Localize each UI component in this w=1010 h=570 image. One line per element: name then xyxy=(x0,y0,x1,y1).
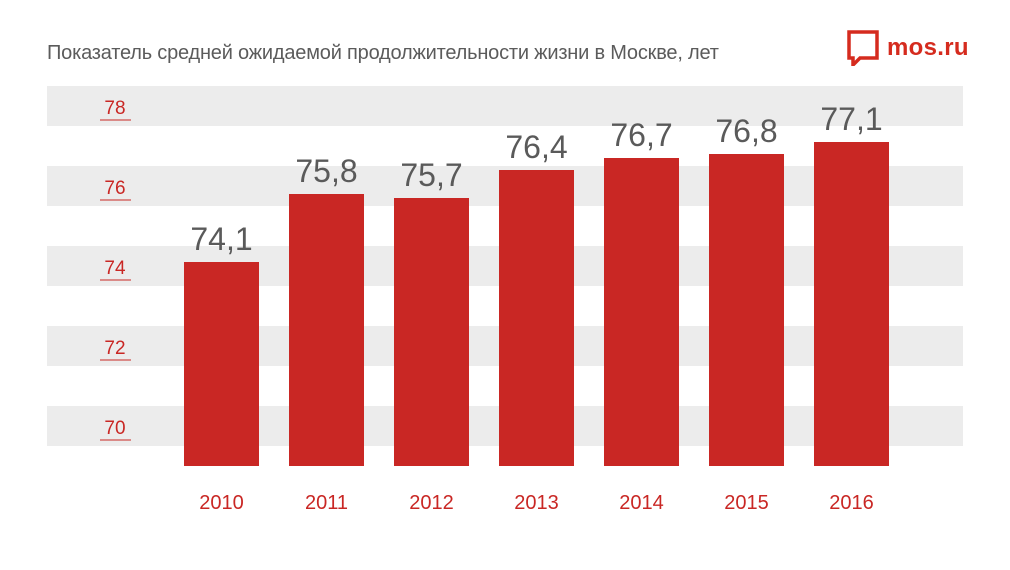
bar xyxy=(709,154,784,466)
y-tick-label: 72 xyxy=(104,338,125,359)
logo-text: mos.ru xyxy=(887,34,969,61)
mos-ru-logo[interactable]: mos.ru xyxy=(847,30,969,66)
grid-band xyxy=(47,86,963,126)
bar-value-label: 75,8 xyxy=(295,153,357,189)
y-axis: 70 72 74 76 78 xyxy=(100,98,131,441)
x-tick-label: 2014 xyxy=(619,492,664,514)
bar xyxy=(289,194,364,466)
chart-title: Показатель средней ожидаемой продолжител… xyxy=(47,42,719,64)
bar-value-label: 76,7 xyxy=(610,117,672,153)
bar xyxy=(184,262,259,466)
bar-value-label: 75,7 xyxy=(400,157,462,193)
y-tick-label: 78 xyxy=(104,98,125,119)
x-tick-label: 2016 xyxy=(829,492,874,514)
bars xyxy=(184,142,889,466)
bar xyxy=(604,158,679,466)
bar-value-label: 77,1 xyxy=(820,101,882,137)
x-tick-label: 2013 xyxy=(514,492,559,514)
bar-value-label: 76,4 xyxy=(505,129,567,165)
x-axis: 2010 2011 2012 2013 2014 2015 2016 xyxy=(199,492,874,514)
bar xyxy=(814,142,889,466)
bar-value-label: 74,1 xyxy=(190,221,252,257)
x-tick-label: 2012 xyxy=(409,492,454,514)
x-tick-label: 2010 xyxy=(199,492,244,514)
y-tick-label: 74 xyxy=(104,258,126,279)
value-labels: 74,1 75,8 75,7 76,4 76,7 76,8 77,1 xyxy=(190,101,882,257)
x-tick-label: 2015 xyxy=(724,492,769,514)
x-tick-label: 2011 xyxy=(305,492,348,514)
y-tick-label: 70 xyxy=(104,418,125,439)
bar xyxy=(499,170,574,466)
bar-value-label: 76,8 xyxy=(715,113,777,149)
bar xyxy=(394,198,469,466)
mos-ru-speech-bubble-icon xyxy=(847,30,879,66)
y-tick-label: 76 xyxy=(104,178,125,199)
